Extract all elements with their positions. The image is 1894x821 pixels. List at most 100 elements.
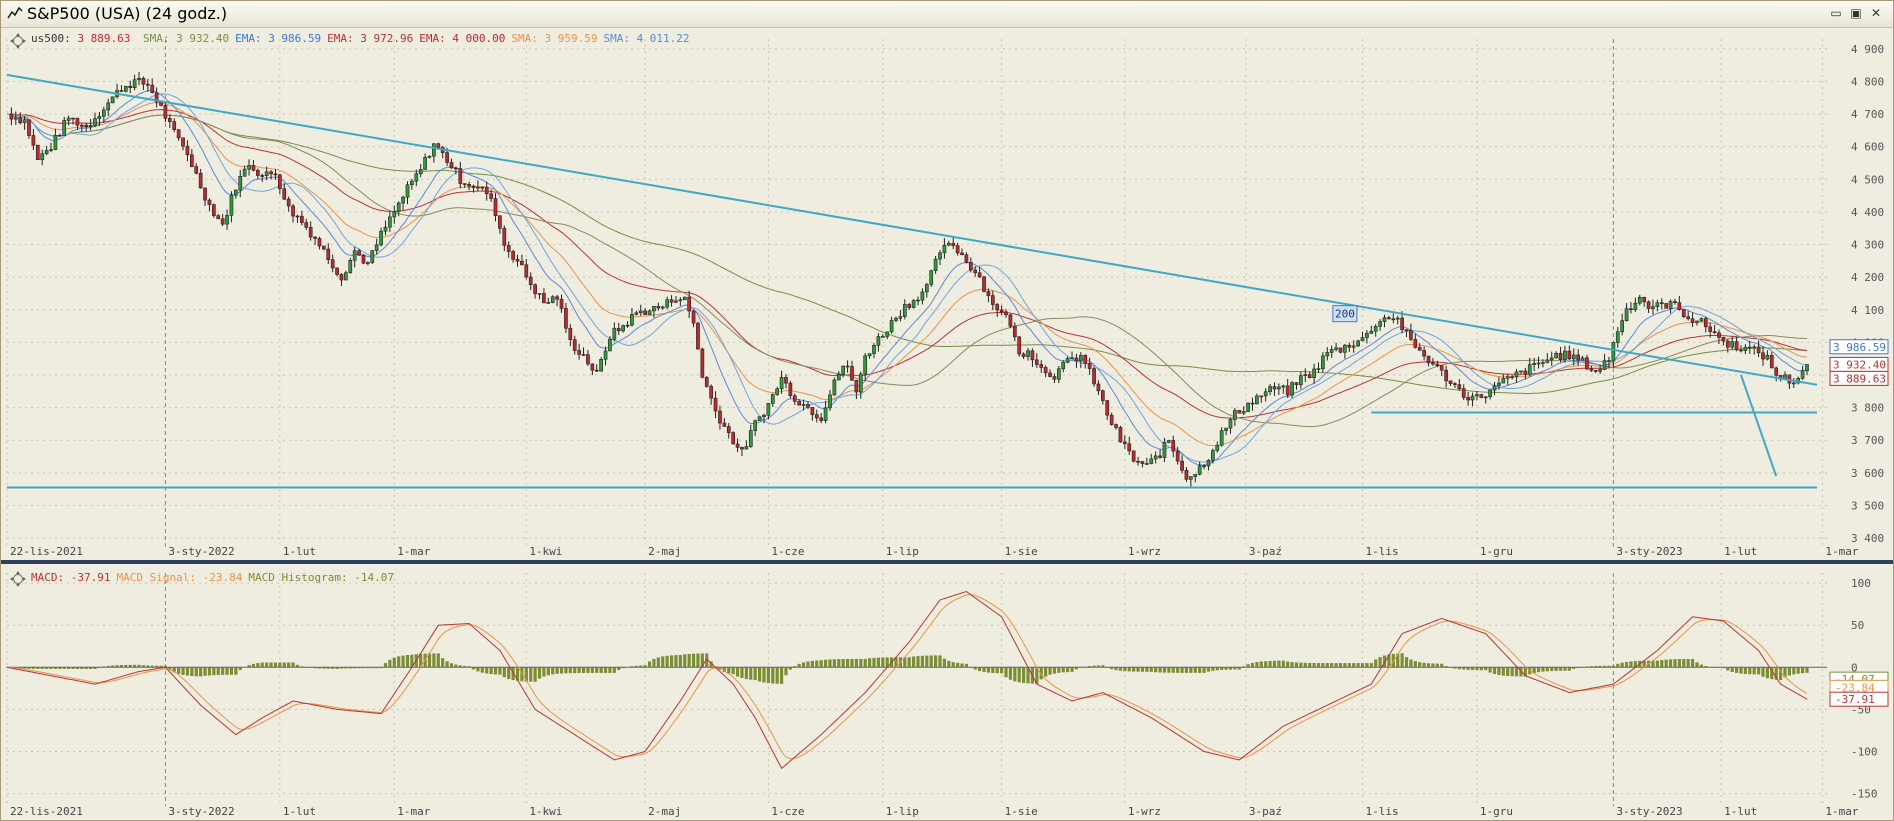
- macd-histogram-bar: [247, 665, 251, 668]
- up-candle: [1356, 340, 1360, 347]
- macd-histogram-bar: [119, 665, 124, 668]
- up-candle: [660, 306, 665, 309]
- x-tick-label: 1-lut: [1724, 545, 1757, 558]
- macd-histogram-bar: [1770, 667, 1774, 680]
- down-candle: [1272, 386, 1277, 390]
- down-candle: [572, 339, 577, 351]
- x-tick-label: 1-mar: [1825, 805, 1858, 818]
- x-tick-label: 1-wrz: [1128, 545, 1161, 558]
- macd-histogram-bar: [524, 667, 528, 682]
- down-candle: [1347, 344, 1352, 348]
- macd-histogram-bar: [1510, 667, 1514, 677]
- macd-histogram-bar: [155, 665, 159, 668]
- up-candle: [1395, 317, 1400, 320]
- up-candle: [1263, 391, 1268, 397]
- down-candle: [1021, 353, 1026, 357]
- up-candle: [546, 302, 551, 304]
- down-candle: [1131, 450, 1136, 462]
- x-tick-label: 1-cze: [771, 805, 804, 818]
- down-candle: [71, 117, 75, 120]
- down-candle: [322, 245, 326, 250]
- macd-histogram-bar: [1101, 665, 1105, 668]
- macd-histogram-bar: [1321, 663, 1325, 668]
- macd-histogram-bar: [1739, 667, 1743, 674]
- down-candle: [643, 310, 647, 315]
- down-candle: [119, 90, 124, 92]
- down-candle: [968, 261, 973, 271]
- macd-histogram-bar: [1048, 667, 1052, 675]
- close-button[interactable]: ✕: [1870, 6, 1882, 20]
- down-candle: [669, 299, 674, 303]
- up-candle: [1532, 363, 1536, 365]
- macd-histogram-bar: [850, 658, 854, 668]
- down-candle: [167, 118, 172, 122]
- macd-histogram-bar: [1514, 667, 1519, 677]
- macd-histogram-bar: [674, 655, 678, 668]
- macd-histogram-bar: [986, 667, 991, 673]
- price-chart[interactable]: 4 900 4 800 4 700 4 600 4 500 4 400 4 300 4 200…: [1, 29, 1893, 559]
- macd-histogram-bar: [529, 667, 533, 682]
- macd-histogram-bar: [775, 667, 779, 684]
- panel-divider[interactable]: [1, 560, 1893, 564]
- down-candle: [1052, 376, 1057, 380]
- up-candle: [1620, 320, 1624, 333]
- up-candle: [801, 404, 806, 406]
- macd-histogram-bar: [269, 662, 273, 668]
- macd-histogram-bar: [1004, 667, 1008, 678]
- macd-histogram-bar: [1748, 667, 1752, 675]
- restore-button[interactable]: ▣: [1850, 6, 1862, 20]
- macd-histogram-bar: [735, 667, 740, 677]
- y-tick-label: 4 400: [1851, 206, 1884, 219]
- up-candle: [40, 153, 45, 161]
- macd-histogram-bar: [1272, 660, 1277, 668]
- down-candle: [313, 236, 317, 239]
- down-candle: [1435, 363, 1440, 367]
- down-candle: [357, 250, 361, 256]
- down-candle: [335, 267, 339, 275]
- down-candle: [212, 204, 216, 216]
- up-candle: [1149, 458, 1154, 464]
- macd-histogram-bar: [639, 665, 643, 668]
- macd-histogram-bar: [89, 667, 93, 669]
- up-candle: [13, 117, 18, 120]
- down-candle: [568, 327, 573, 340]
- move-handle-icon[interactable]: [10, 571, 26, 587]
- macd-histogram-bar: [238, 667, 242, 671]
- macd-histogram-bar: [326, 667, 330, 669]
- macd-histogram-bar: [1312, 662, 1316, 668]
- up-candle: [1492, 385, 1497, 391]
- up-candle: [1602, 360, 1607, 370]
- down-candle: [1180, 460, 1184, 471]
- down-candle: [590, 363, 595, 371]
- move-handle-icon[interactable]: [10, 33, 26, 49]
- up-candle: [678, 299, 683, 302]
- macd-histogram-bar: [1563, 667, 1567, 671]
- macd-histogram-bar: [1360, 663, 1365, 668]
- macd-histogram-bar: [295, 664, 300, 668]
- macd-histogram-bar: [1673, 659, 1677, 668]
- down-candle: [1708, 326, 1713, 332]
- macd-histogram-bar: [586, 667, 590, 673]
- macd-histogram-bar: [1792, 667, 1796, 675]
- up-candle: [880, 336, 885, 338]
- down-candle: [1444, 369, 1448, 382]
- x-tick-label: 1-cze: [771, 545, 804, 558]
- up-candle: [370, 250, 375, 263]
- minimize-button[interactable]: ▭: [1830, 6, 1842, 20]
- y-tick-label: -100: [1851, 745, 1878, 758]
- up-candle: [823, 407, 828, 421]
- x-tick-label: 3-sty-2022: [168, 545, 234, 558]
- down-candle: [999, 309, 1004, 313]
- macd-histogram-bar: [502, 667, 506, 678]
- up-candle: [1800, 370, 1805, 379]
- macd-histogram-bar: [1162, 667, 1167, 673]
- macd-histogram-bar: [1171, 667, 1175, 673]
- up-candle: [1299, 375, 1303, 386]
- macd-histogram-bar: [1761, 667, 1765, 677]
- up-candle: [612, 328, 617, 340]
- down-candle: [1629, 308, 1633, 311]
- up-candle: [1334, 347, 1338, 350]
- macd-histogram-bar: [67, 667, 71, 669]
- macd-histogram-bar: [1783, 667, 1787, 678]
